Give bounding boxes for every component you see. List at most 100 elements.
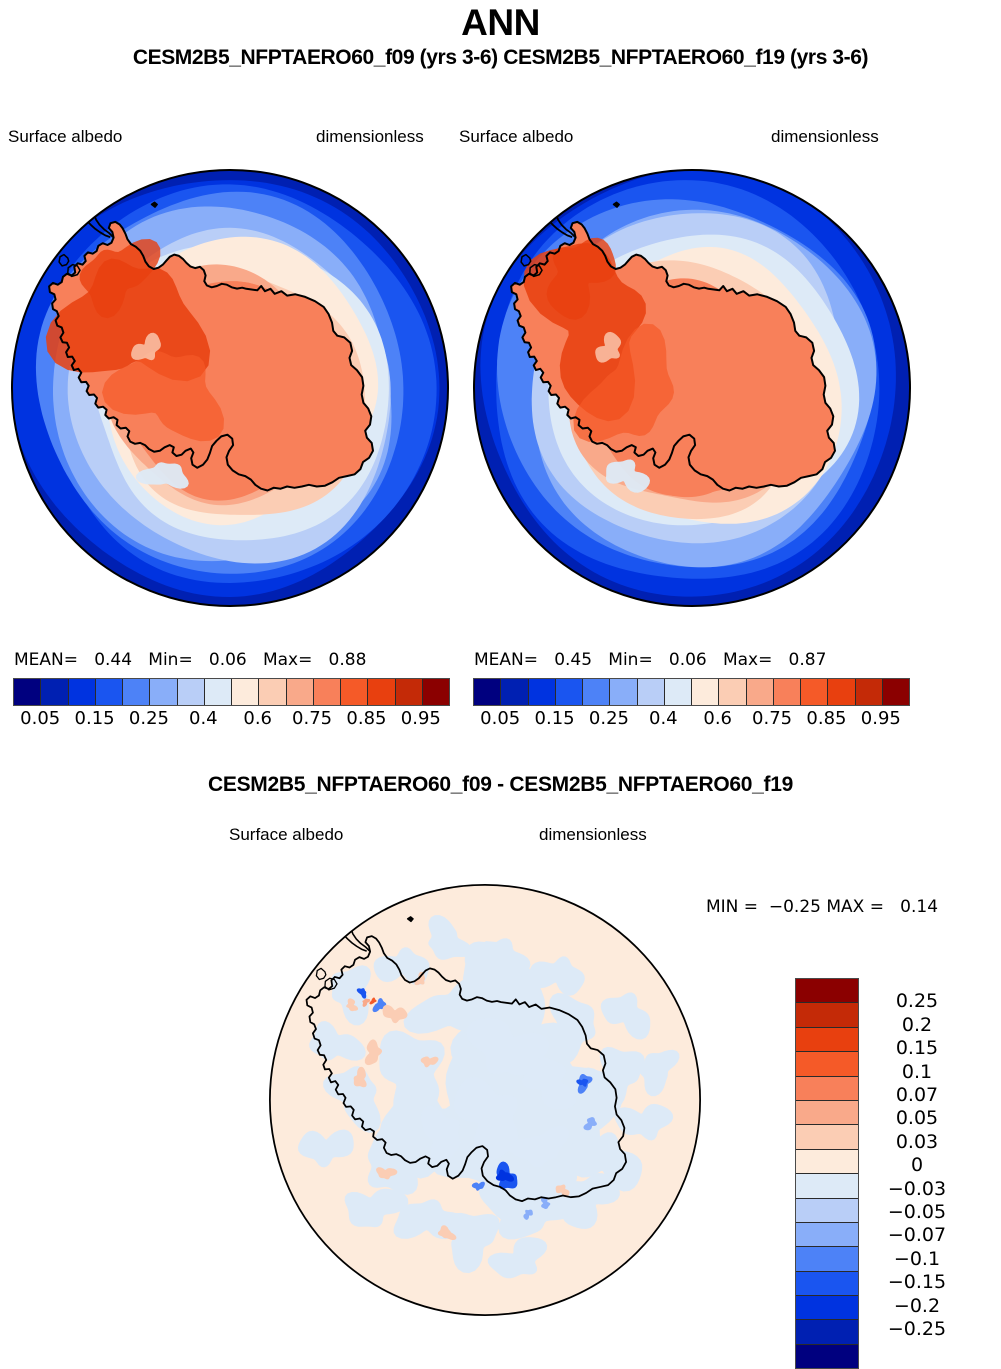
colorbar-cell [368,679,396,705]
colorbar-cell [664,679,692,705]
colorbar-cell [796,979,858,1004]
map-contour-fills [12,170,448,606]
colorbar-tick-label: 0.4 [188,708,218,729]
colorbar-cell [177,679,205,705]
right-colorbar[interactable] [473,678,910,706]
left-map-svg [11,169,449,607]
map-contour-fills [474,170,910,606]
colorbar-tick-label: 0.25 [128,708,169,729]
difference-polar-map [262,877,708,1323]
colorbar-tick-label: 0.85 [806,708,847,729]
colorbar-tick-label: 0.03 [895,1130,939,1153]
colorbar-cell [801,679,829,705]
left-colorbar-ticks: 0.05 0.15 0.25 0.4 0.6 0.75 0.85 0.95 [13,708,448,732]
colorbar-cell [796,1076,858,1101]
left-colorbar[interactable] [13,678,450,706]
left-polar-map [4,162,456,614]
right-polar-map [466,162,918,614]
colorbar-cell [528,679,556,705]
colorbar-tick-label: 0.6 [243,708,273,729]
page-title: ANN [461,2,540,43]
colorbar-cell [123,679,151,705]
colorbar-tick-label: 0.25 [588,708,629,729]
colorbar-cell [855,679,883,705]
colorbar-cell [692,679,720,705]
colorbar-tick-label: 0.15 [895,1037,939,1060]
colorbar-cell [796,1149,858,1175]
colorbar-cell [796,1296,858,1321]
difference-contour-fills [269,884,701,1316]
colorbar-tick-label: 0 [910,1154,924,1177]
colorbar-cell [796,1003,858,1028]
colorbar-cell [313,679,341,705]
colorbar-cell [796,1198,858,1223]
colorbar-cell [474,679,502,705]
colorbar-cell [583,679,611,705]
colorbar-cell [68,679,96,705]
colorbar-tick-label: 0.75 [752,708,793,729]
left-panel-stats: MEAN= 0.44 Min= 0.06 Max= 0.88 [14,650,367,670]
right-colorbar-ticks: 0.05 0.15 0.25 0.4 0.6 0.75 0.85 0.95 [473,708,908,732]
left-panel-units-label: dimensionless [316,127,424,146]
colorbar-cell [232,679,260,705]
colorbar-cell [341,679,369,705]
colorbar-cell [796,1271,858,1297]
colorbar-cell [746,679,774,705]
colorbar-cell [796,1247,858,1272]
colorbar-tick-label: 0.05 [895,1107,939,1130]
colorbar-cell [610,679,638,705]
globe-outline [11,169,449,607]
colorbar-tick-label: 0.15 [534,708,575,729]
case-titles: CESM2B5_NFPTAERO60_f09 (yrs 3-6) CESM2B5… [132,46,869,69]
colorbar-tick-label: 0.15 [74,708,115,729]
globe-outline [473,169,911,607]
colorbar-cell [828,679,856,705]
colorbar-tick-label: 0.85 [346,708,387,729]
colorbar-cell [204,679,232,705]
colorbar-tick-label: 0.4 [648,708,678,729]
colorbar-cell [95,679,123,705]
colorbar-cell [637,679,665,705]
difference-variable-label: Surface albedo [229,825,344,844]
colorbar-cell [150,679,178,705]
colorbar-cell [14,679,42,705]
colorbar-cell [286,679,314,705]
colorbar-tick-label: −0.03 [887,1177,947,1200]
colorbar-tick-label: 0.2 [901,1013,933,1036]
colorbar-tick-label: −0.07 [887,1224,947,1247]
colorbar-tick-label: 0.25 [895,990,939,1013]
colorbar-cell [719,679,747,705]
colorbar-tick-label: −0.05 [887,1201,947,1223]
colorbar-cell [796,1100,858,1126]
colorbar-tick-label: 0.05 [20,708,61,729]
colorbar-tick-label: 0.75 [292,708,333,729]
colorbar-tick-label: 0.1 [901,1060,933,1083]
right-panel-variable-label: Surface albedo [459,127,574,146]
colorbar-cell [796,1344,858,1369]
colorbar-tick-label: 0.6 [703,708,733,729]
colorbar-cell [796,1052,858,1077]
difference-map-svg [269,884,701,1316]
left-panel-variable-label: Surface albedo [8,127,123,146]
globe-outline [269,884,701,1316]
colorbar-cell [555,679,583,705]
difference-colorbar[interactable] [795,978,859,1369]
colorbar-cell [796,1174,858,1199]
difference-title: CESM2B5_NFPTAERO60_f09 - CESM2B5_NFPTAER… [208,773,793,796]
colorbar-cell [41,679,69,705]
colorbar-cell [796,1027,858,1053]
colorbar-cell [422,679,449,705]
colorbar-tick-label: −0.1 [893,1247,941,1270]
right-panel-stats: MEAN= 0.45 Min= 0.06 Max= 0.87 [474,650,827,670]
colorbar-cell [882,679,909,705]
right-map-svg [473,169,911,607]
colorbar-cell [773,679,801,705]
coastline [305,896,627,1203]
colorbar-tick-label: 0.95 [860,708,901,729]
colorbar-tick-label: −0.15 [887,1271,947,1294]
colorbar-tick-label: −0.25 [887,1318,947,1340]
difference-minmax: MIN = −0.25 MAX = 0.14 [706,897,939,917]
colorbar-cell [501,679,529,705]
colorbar-cell [259,679,287,705]
colorbar-tick-label: −0.2 [893,1294,941,1317]
